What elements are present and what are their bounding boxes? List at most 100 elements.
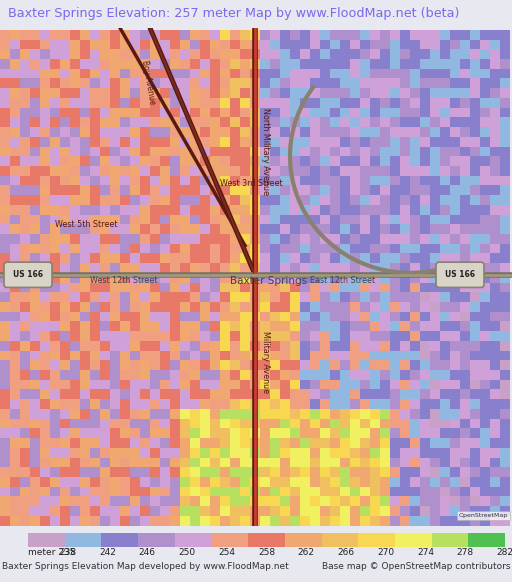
Bar (20, 506, 30, 516)
Bar (400, 234, 410, 244)
Bar (220, 506, 230, 516)
Bar (280, 477, 290, 487)
Bar (380, 341, 390, 350)
Bar (110, 69, 120, 79)
Bar (320, 292, 330, 302)
Bar (220, 234, 230, 244)
Bar (420, 418, 430, 428)
Bar (10, 399, 20, 409)
Bar (110, 389, 120, 399)
Bar (130, 215, 140, 224)
Bar (150, 79, 160, 88)
Bar (490, 457, 500, 467)
Bar (500, 244, 510, 253)
Bar (350, 215, 360, 224)
Bar (360, 516, 370, 526)
Bar (210, 428, 220, 438)
Bar (170, 263, 180, 273)
Bar (380, 156, 390, 166)
Bar (310, 234, 320, 244)
Bar (60, 331, 70, 341)
Bar (340, 418, 350, 428)
Bar (280, 224, 290, 234)
Bar (50, 166, 60, 176)
Bar (20, 166, 30, 176)
Bar (370, 399, 380, 409)
Bar (110, 360, 120, 370)
Bar (190, 350, 200, 360)
Bar (240, 147, 250, 156)
Text: Baxter Springs Elevation Map developed by www.FloodMap.net: Baxter Springs Elevation Map developed b… (2, 562, 289, 571)
Bar (120, 516, 130, 526)
Bar (120, 244, 130, 253)
Bar (480, 370, 490, 380)
Bar (370, 69, 380, 79)
Bar (310, 467, 320, 477)
Bar (20, 312, 30, 321)
Bar (490, 147, 500, 156)
Bar (330, 389, 340, 399)
Bar (420, 389, 430, 399)
Bar (460, 108, 470, 118)
Bar (320, 370, 330, 380)
Bar (400, 49, 410, 59)
Bar (310, 487, 320, 496)
Bar (460, 118, 470, 127)
Bar (140, 224, 150, 234)
Bar (300, 399, 310, 409)
Bar (310, 224, 320, 234)
Bar (10, 215, 20, 224)
Bar (70, 409, 80, 418)
Bar (100, 283, 110, 292)
Bar (190, 438, 200, 448)
Bar (260, 215, 270, 224)
Bar (470, 438, 480, 448)
Bar (330, 49, 340, 59)
Bar (200, 98, 210, 108)
Bar (330, 166, 340, 176)
Bar (230, 40, 240, 49)
Bar (50, 350, 60, 360)
Bar (70, 30, 80, 40)
Text: Baxter Springs: Baxter Springs (230, 276, 307, 286)
Bar (360, 59, 370, 69)
Bar (220, 108, 230, 118)
Bar (340, 40, 350, 49)
Bar (390, 409, 400, 418)
Bar (340, 457, 350, 467)
Bar (280, 457, 290, 467)
Bar (70, 108, 80, 118)
Bar (450, 496, 460, 506)
Bar (190, 331, 200, 341)
Bar (240, 302, 250, 312)
Bar (90, 69, 100, 79)
Bar (320, 487, 330, 496)
Bar (130, 360, 140, 370)
Bar (50, 428, 60, 438)
Bar (330, 467, 340, 477)
Bar (280, 418, 290, 428)
Bar (150, 428, 160, 438)
Bar (30, 244, 40, 253)
Bar (410, 477, 420, 487)
Bar (160, 98, 170, 108)
Bar (210, 506, 220, 516)
Bar (420, 176, 430, 186)
Bar (300, 428, 310, 438)
Bar (430, 244, 440, 253)
Bar (70, 302, 80, 312)
Bar (220, 409, 230, 418)
Bar (360, 253, 370, 263)
Bar (340, 215, 350, 224)
Bar (420, 253, 430, 263)
Bar (360, 215, 370, 224)
Bar (90, 292, 100, 302)
Bar (80, 69, 90, 79)
Bar (200, 487, 210, 496)
Bar (430, 428, 440, 438)
Bar (180, 234, 190, 244)
Bar (160, 302, 170, 312)
Bar (490, 506, 500, 516)
Bar (350, 127, 360, 137)
Bar (370, 215, 380, 224)
